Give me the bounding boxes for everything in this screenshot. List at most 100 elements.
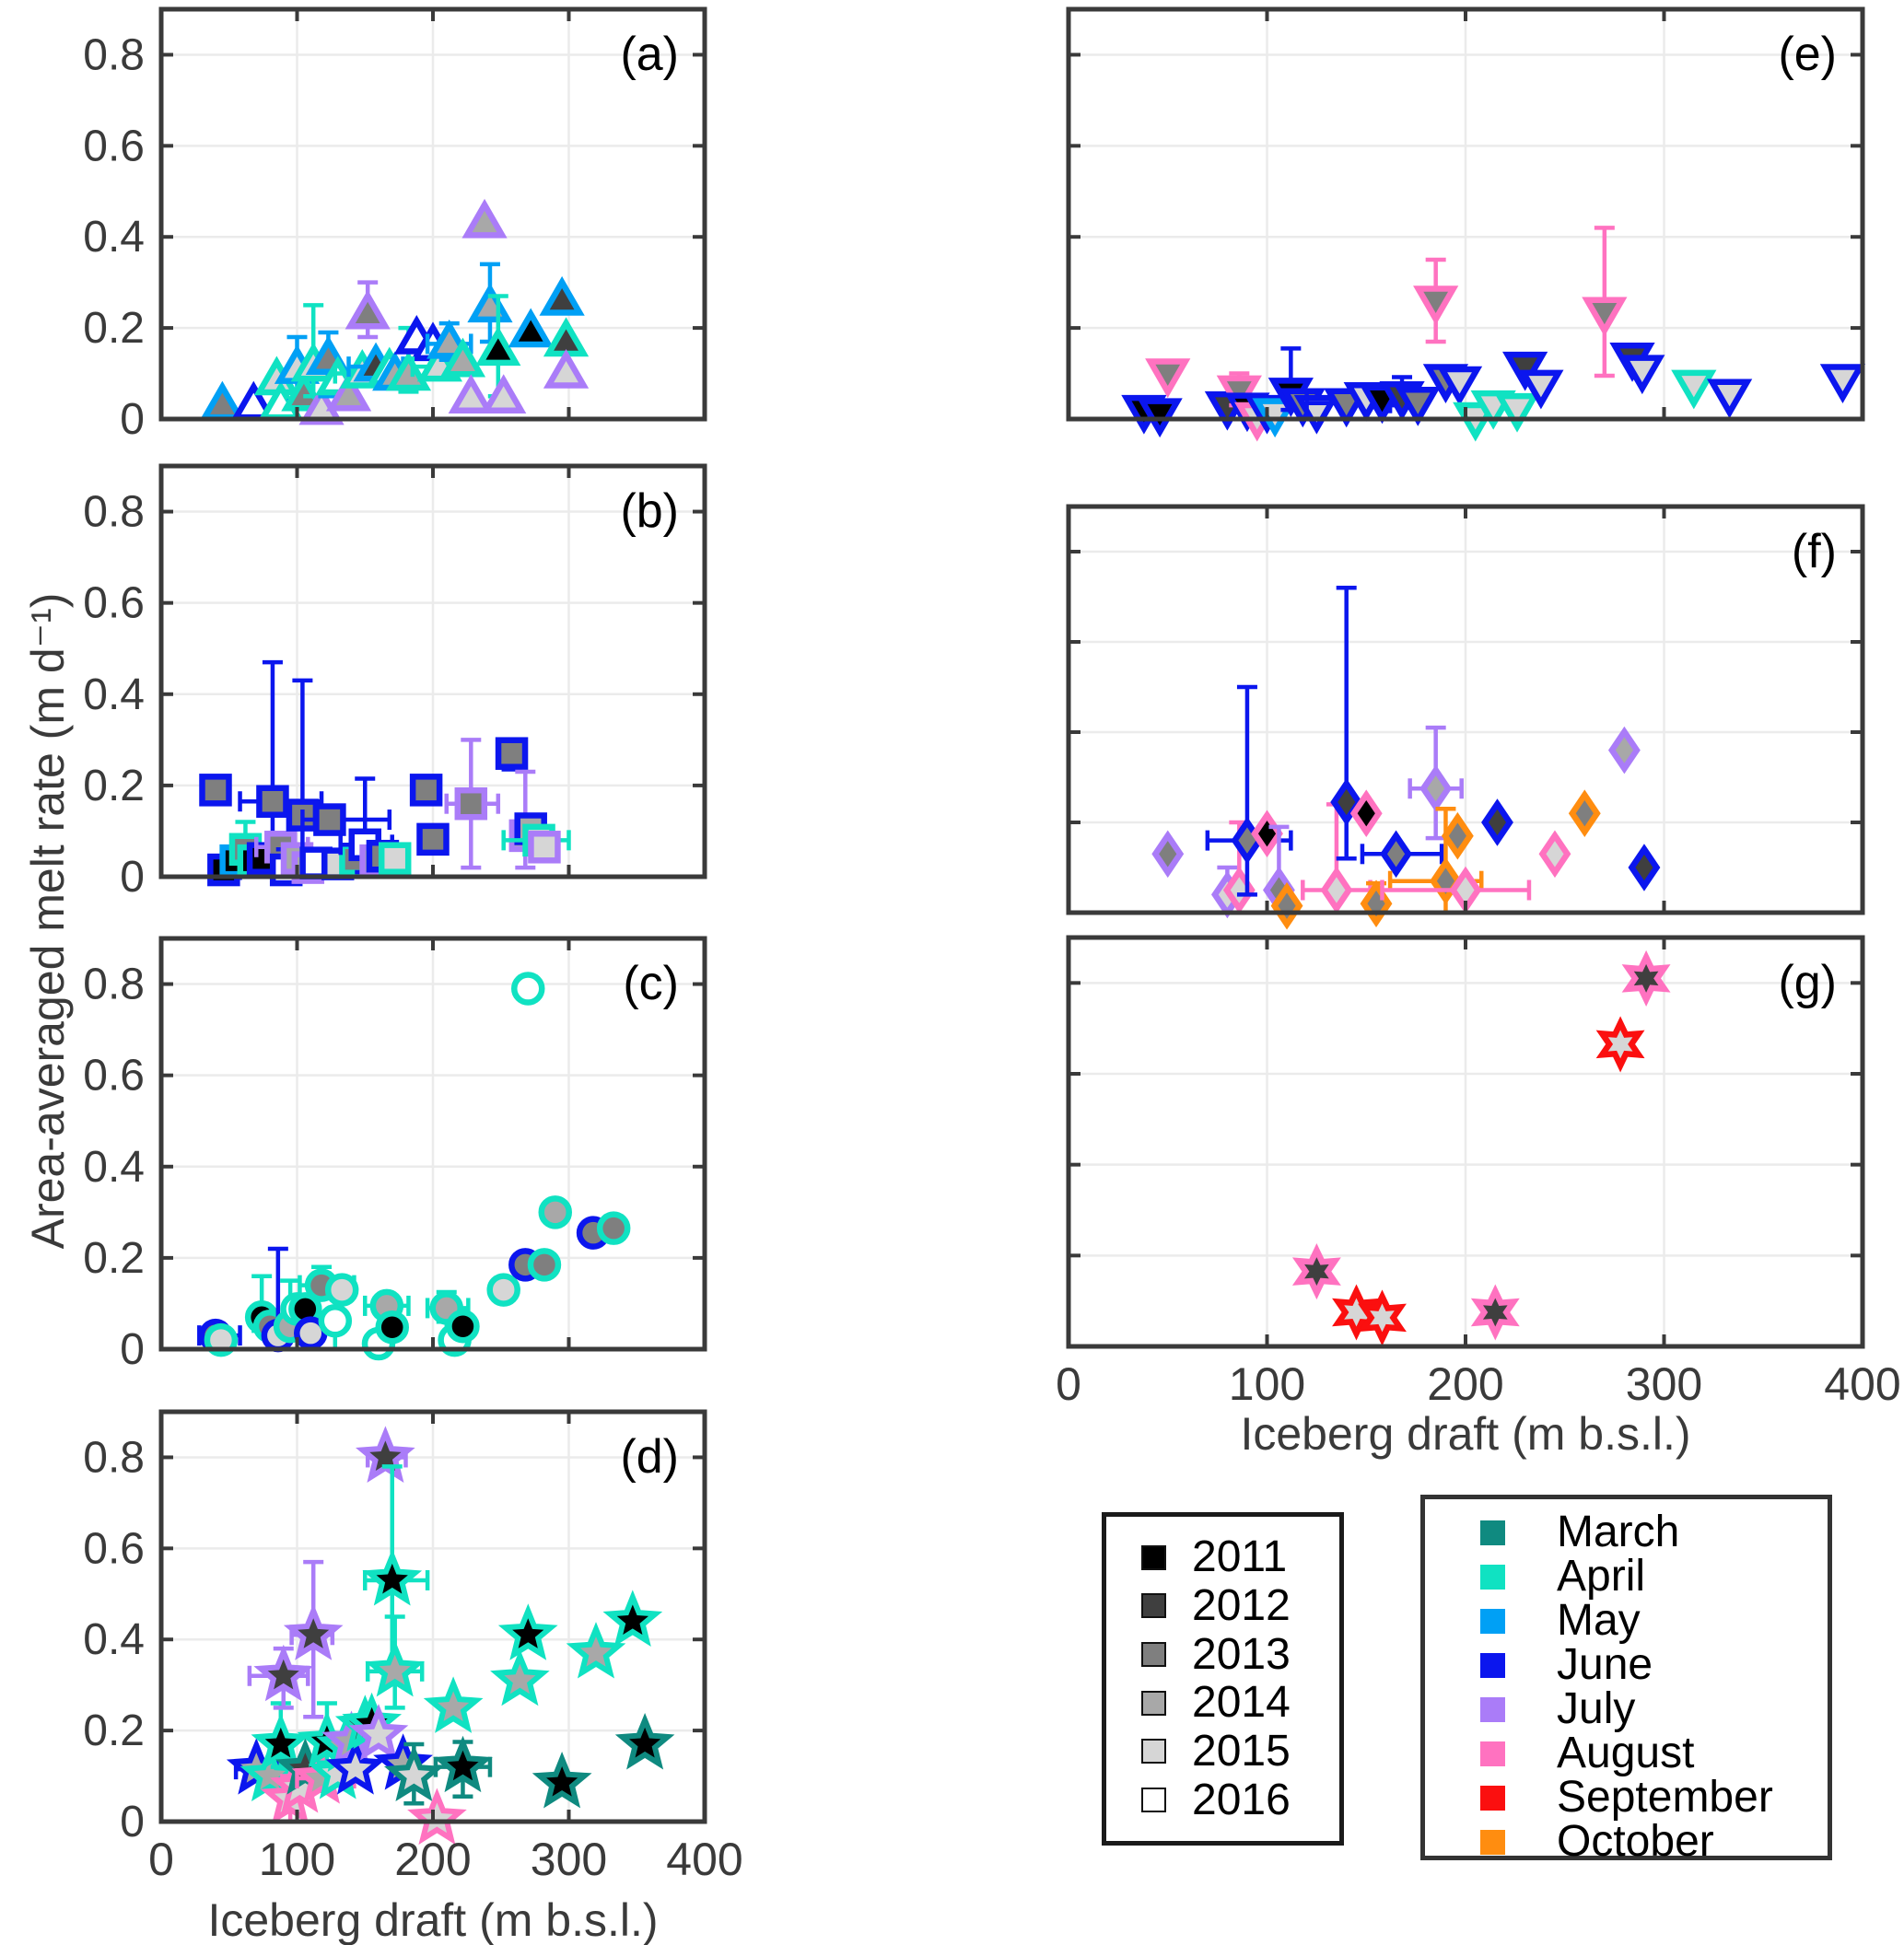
x-tick-label: 100 bbox=[259, 1834, 335, 1885]
data-point-triangle-down bbox=[1502, 351, 1548, 391]
y-tick-label: 0.6 bbox=[83, 579, 145, 628]
data-point-triangle-up bbox=[539, 275, 585, 316]
data-point-triangle-down bbox=[1413, 257, 1459, 344]
y-tick-label: 0.2 bbox=[83, 762, 145, 810]
month-swatch-icon bbox=[1480, 1652, 1505, 1678]
data-point-diamond bbox=[1270, 881, 1303, 930]
data-point-circle bbox=[527, 1248, 562, 1282]
year-swatch-icon bbox=[1141, 1593, 1166, 1619]
legend-year-label: 2014 bbox=[1192, 1678, 1291, 1728]
panel-letter-c: (c) bbox=[623, 957, 679, 1010]
y-tick-label: 0 bbox=[120, 853, 145, 902]
y-tick-label: 0 bbox=[120, 395, 145, 444]
data-point-star bbox=[433, 1735, 493, 1799]
legend-year-label: 2013 bbox=[1192, 1629, 1291, 1679]
x-tick-label: 300 bbox=[1626, 1358, 1702, 1410]
legend-year-label: 2016 bbox=[1192, 1775, 1291, 1824]
panel-letter-g: (g) bbox=[1778, 956, 1837, 1009]
legend-month-label: April bbox=[1557, 1552, 1646, 1601]
month-swatch-icon bbox=[1480, 1785, 1505, 1811]
data-point-square bbox=[528, 831, 561, 864]
legend-month-item-june: June bbox=[1480, 1643, 1828, 1687]
x-axis-label-right-column: Iceberg draft (m b.s.l.) bbox=[1240, 1408, 1691, 1460]
x-tick-label: 0 bbox=[148, 1834, 174, 1885]
data-point-square bbox=[409, 774, 443, 807]
data-point-triangle-up bbox=[448, 374, 494, 413]
y-tick-label: 0.8 bbox=[83, 1433, 145, 1482]
data-point-square bbox=[378, 842, 412, 875]
data-point-triangle-up bbox=[481, 374, 527, 413]
legend-month-label: September bbox=[1557, 1773, 1773, 1822]
y-tick-label: 0.4 bbox=[83, 670, 145, 719]
y-tick-label: 0 bbox=[120, 1798, 145, 1846]
data-point-circle bbox=[538, 1195, 572, 1229]
data-point-triangle-up bbox=[508, 308, 554, 348]
panel-f: (f) bbox=[1066, 504, 1865, 930]
data-point-triangle-down bbox=[1671, 369, 1717, 410]
legend-month-label: June bbox=[1557, 1640, 1653, 1689]
month-swatch-icon bbox=[1480, 1829, 1505, 1855]
data-point-diamond bbox=[1481, 798, 1513, 846]
legend-year-label: 2015 bbox=[1192, 1726, 1291, 1776]
data-point-star bbox=[283, 1559, 344, 1719]
data-point-star bbox=[383, 1741, 444, 1806]
data-point-triangle-down bbox=[1819, 364, 1866, 404]
data-point-star bbox=[348, 1704, 409, 1761]
data-point-star bbox=[365, 1614, 425, 1710]
data-point-star bbox=[407, 1788, 467, 1846]
legend-year-item-2014: 2014 bbox=[1141, 1681, 1339, 1725]
data-point-star bbox=[614, 1712, 675, 1770]
y-tick-label: 0.4 bbox=[83, 1615, 145, 1664]
year-swatch-icon bbox=[1141, 1642, 1166, 1668]
data-point-diamond bbox=[1538, 830, 1571, 879]
panel-b: 0 0.2 0.4 0.6 0.8 (b) bbox=[83, 463, 707, 902]
x-tick-label: 400 bbox=[666, 1834, 742, 1885]
data-point-star bbox=[362, 1464, 430, 1674]
x-axis-label-left-column: Iceberg draft (m b.s.l.) bbox=[207, 1894, 659, 1945]
data-point-diamond bbox=[1349, 789, 1383, 838]
data-point-diamond bbox=[1607, 726, 1641, 775]
data-point-circle bbox=[446, 1309, 480, 1344]
legend-years: 2011 2012 2013 2014 2015 2016 bbox=[1102, 1512, 1344, 1846]
panel-letter-b: (b) bbox=[620, 484, 679, 538]
data-point-star bbox=[325, 1738, 386, 1795]
data-point-triangle-up bbox=[467, 262, 513, 344]
data-point-triangle-down bbox=[1619, 355, 1665, 395]
y-tick-label: 0.6 bbox=[83, 1524, 145, 1573]
x-tick-label: 200 bbox=[1427, 1358, 1503, 1410]
data-point-star bbox=[251, 1701, 311, 1770]
legend-month-item-august: August bbox=[1480, 1731, 1828, 1776]
data-point-triangle-up bbox=[325, 371, 372, 412]
y-tick-label: 0.8 bbox=[83, 961, 145, 1009]
panel-c: 0 0.2 0.4 0.6 0.8 (c) bbox=[83, 936, 707, 1374]
legend-year-item-2016: 2016 bbox=[1141, 1775, 1339, 1824]
legend-year-item-2012: 2012 bbox=[1141, 1583, 1339, 1628]
data-point-hexagram bbox=[1332, 1284, 1381, 1341]
data-point-diamond bbox=[1441, 811, 1474, 860]
panel-letter-e: (e) bbox=[1778, 28, 1837, 81]
month-swatch-icon bbox=[1480, 1696, 1505, 1722]
data-point-triangle-down bbox=[1137, 398, 1183, 438]
data-point-triangle-up bbox=[345, 280, 391, 340]
data-point-circle bbox=[318, 1304, 353, 1352]
data-point-star bbox=[497, 1603, 558, 1660]
legend-month-label: March bbox=[1557, 1508, 1680, 1556]
panel-letter-f: (f) bbox=[1792, 525, 1837, 578]
data-point-triangle-down bbox=[1145, 358, 1191, 399]
data-point-circle bbox=[324, 1273, 359, 1307]
data-point-diamond bbox=[1628, 844, 1661, 891]
legend-month-item-september: September bbox=[1480, 1776, 1828, 1820]
legend-year-item-2013: 2013 bbox=[1141, 1629, 1339, 1679]
data-point-triangle-up bbox=[461, 198, 508, 239]
y-tick-label: 0.4 bbox=[83, 213, 145, 262]
legend-month-label: August bbox=[1557, 1729, 1695, 1777]
data-point-diamond bbox=[1151, 830, 1185, 879]
data-point-circle bbox=[486, 1273, 520, 1307]
data-point-triangle-down bbox=[1518, 369, 1564, 410]
data-point-circle bbox=[511, 972, 545, 1006]
year-swatch-icon bbox=[1141, 1544, 1166, 1570]
legend-month-item-july: July bbox=[1480, 1687, 1828, 1731]
legend-month-item-march: March bbox=[1480, 1510, 1828, 1555]
